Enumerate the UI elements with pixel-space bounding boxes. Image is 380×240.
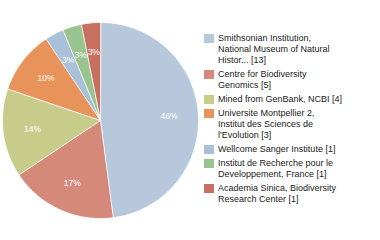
html-text:Institut de Recherche pour le: Institut de Recherche pour le Developpem… [218,157,334,179]
svg-text:46%: 46% [160,111,177,121]
html-text:Centre for Biodiversity Genomi: Centre for Biodiversity Genomics [5] [218,68,307,90]
html-text:Smithsonian Institution, Natio: Smithsonian Institution, National Museum… [218,32,330,65]
svg-text:17%: 17% [64,178,81,188]
svg-text:3%: 3% [74,50,87,60]
svg-text:3%: 3% [62,55,75,65]
svg-text:10%: 10% [38,73,55,83]
html-text:Academia Sinica, Biodiversity: Academia Sinica, Biodiversity Research C… [218,182,337,204]
svg-text:14%: 14% [24,124,41,134]
svg-text:3%: 3% [88,47,101,57]
html-text:Mined from GenBank, NCBI [4]: Mined from GenBank, NCBI [4] [218,93,343,104]
html-text:Wellcome Sanger Institute [1]: Wellcome Sanger Institute [1] [218,143,336,154]
html-text:Universite Montpellier 2, Inst: Universite Montpellier 2, Institut des S… [218,107,315,140]
